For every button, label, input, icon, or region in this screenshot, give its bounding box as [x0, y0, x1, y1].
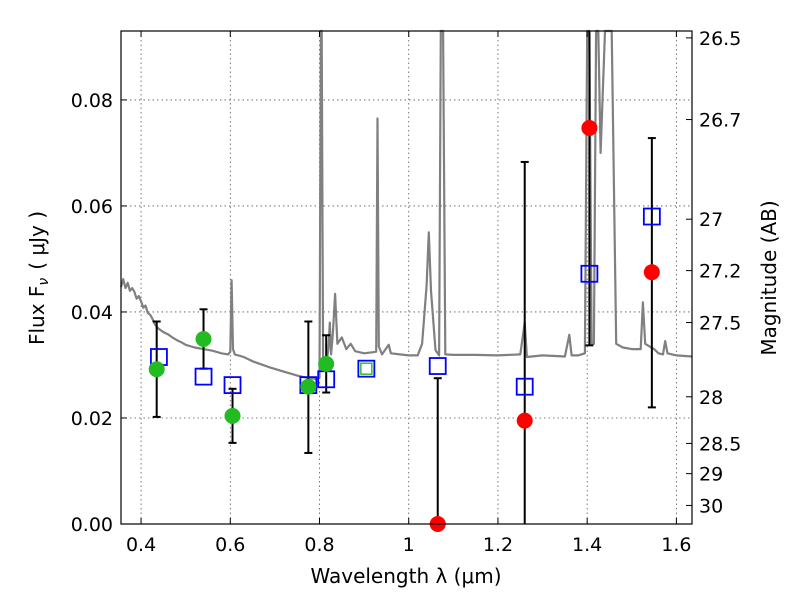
y-tick-label: 0.06: [71, 196, 113, 218]
y-axis-title: Flux Fν ( μJy ): [25, 211, 52, 345]
observed-point: [224, 407, 241, 424]
x-tick-label: 0.8: [304, 534, 334, 556]
model-band-square: [428, 357, 447, 375]
x-tick-label: 0.6: [215, 534, 245, 556]
observed-point: [148, 361, 165, 378]
y-tick-label: 0.04: [71, 302, 113, 324]
error-bars: [152, 31, 656, 524]
x-tick-label: 1.4: [572, 534, 602, 556]
model-spectrum-line: [119, 29, 693, 380]
observed-point: [318, 355, 335, 372]
model-band-square: [515, 377, 534, 396]
model-band-square: [223, 376, 242, 395]
x-tick-label: 1.2: [483, 534, 513, 556]
y2-tick-label: 27.2: [699, 261, 741, 283]
y2-tick-label: 27: [699, 209, 723, 231]
y-tick-label: 0.00: [71, 514, 113, 536]
grid-lines: [121, 31, 692, 525]
y2-axis-title: Magnitude (AB): [757, 200, 781, 355]
y2-tick-label: 28.5: [699, 433, 741, 455]
x-axis-ticks: 0.4 0.6 0.8 1 1.2 1.4 1.6: [126, 31, 691, 556]
model-band-square: [357, 359, 376, 378]
model-band-square: [194, 367, 213, 386]
model-band-square: [642, 207, 661, 226]
y2-tick-label: 26.7: [699, 110, 741, 132]
observed-points: [148, 120, 660, 532]
x-tick-label: 0.4: [126, 534, 156, 556]
y2-tick-label: 27.5: [699, 313, 741, 335]
plot-frame: [120, 30, 693, 525]
observed-point: [516, 412, 533, 429]
y2-axis-ticks: 26.5 26.7 27 27.2 27.5 28 28.5 29 30: [686, 28, 741, 517]
y2-tick-label: 30: [699, 495, 723, 517]
y2-tick-label: 26.5: [699, 28, 741, 50]
observed-point: [581, 120, 598, 137]
y2-tick-label: 29: [699, 464, 723, 486]
observed-point: [643, 264, 660, 281]
x-tick-label: 1: [403, 534, 415, 556]
model-band-squares: [150, 207, 661, 396]
svg-text:Flux Fν( μJy ): Flux Fν ( μJy ): [25, 211, 52, 345]
y2-tick-label: 28: [699, 387, 723, 409]
y-axis-title-unit: ( μJy ): [25, 211, 49, 270]
model-band-square-small: [360, 362, 373, 375]
y-axis-title-sub: ν: [36, 278, 52, 286]
x-tick-label: 1.6: [661, 534, 691, 556]
y-axis-title-main: Flux F: [25, 286, 49, 345]
x-axis-title: Wavelength λ (μm): [310, 564, 501, 588]
y-axis-ticks: 0.00 0.02 0.04 0.06 0.08: [71, 90, 127, 536]
y-tick-label: 0.02: [71, 408, 113, 430]
y-tick-label: 0.08: [71, 90, 113, 112]
observed-point: [195, 330, 212, 347]
observed-point: [300, 378, 317, 395]
model-band-square: [580, 264, 599, 283]
